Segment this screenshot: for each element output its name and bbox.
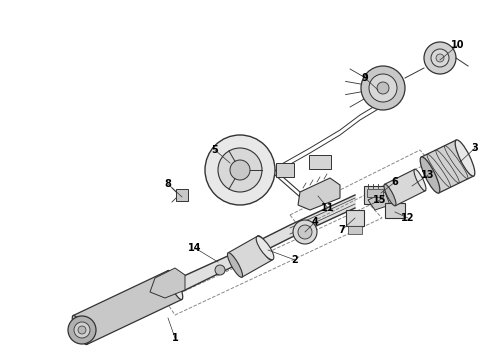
Bar [364, 186, 386, 204]
Bar [176, 189, 188, 201]
Circle shape [74, 322, 90, 338]
Bar [348, 226, 362, 234]
Ellipse shape [257, 236, 272, 260]
Text: 15: 15 [373, 195, 387, 205]
Polygon shape [298, 178, 340, 210]
Text: 4: 4 [312, 217, 318, 227]
Ellipse shape [227, 253, 243, 277]
Ellipse shape [384, 184, 396, 206]
Polygon shape [150, 268, 185, 298]
Text: 13: 13 [421, 170, 435, 180]
Polygon shape [73, 271, 182, 345]
Polygon shape [385, 169, 425, 206]
Circle shape [215, 265, 225, 275]
Bar [385, 202, 405, 217]
Text: 6: 6 [392, 177, 398, 187]
Bar [367, 189, 383, 197]
Bar [276, 163, 294, 177]
Text: 3: 3 [471, 143, 478, 153]
Circle shape [436, 54, 444, 62]
Text: 1: 1 [172, 333, 178, 343]
Polygon shape [175, 195, 355, 295]
Ellipse shape [256, 236, 274, 260]
Circle shape [68, 316, 96, 344]
Ellipse shape [420, 157, 440, 193]
Bar [346, 210, 364, 226]
Text: 11: 11 [321, 203, 335, 213]
Text: 10: 10 [451, 40, 465, 50]
Text: 9: 9 [362, 73, 368, 83]
Circle shape [218, 148, 262, 192]
Ellipse shape [455, 140, 475, 176]
Text: 14: 14 [188, 243, 202, 253]
Text: 2: 2 [292, 255, 298, 265]
Circle shape [230, 160, 250, 180]
Circle shape [78, 326, 86, 334]
Text: 5: 5 [212, 145, 219, 155]
Circle shape [293, 220, 317, 244]
Circle shape [431, 49, 449, 67]
Ellipse shape [167, 270, 183, 300]
Polygon shape [368, 192, 390, 210]
Circle shape [205, 135, 275, 205]
Text: 7: 7 [339, 225, 345, 235]
Text: 8: 8 [165, 179, 172, 189]
Polygon shape [421, 140, 474, 193]
Circle shape [424, 42, 456, 74]
Circle shape [377, 82, 389, 94]
Circle shape [361, 66, 405, 110]
Circle shape [298, 225, 312, 239]
Bar [309, 155, 331, 169]
Ellipse shape [72, 315, 88, 345]
Polygon shape [228, 236, 272, 277]
Circle shape [369, 74, 397, 102]
Ellipse shape [414, 169, 426, 191]
Text: 12: 12 [401, 213, 415, 223]
